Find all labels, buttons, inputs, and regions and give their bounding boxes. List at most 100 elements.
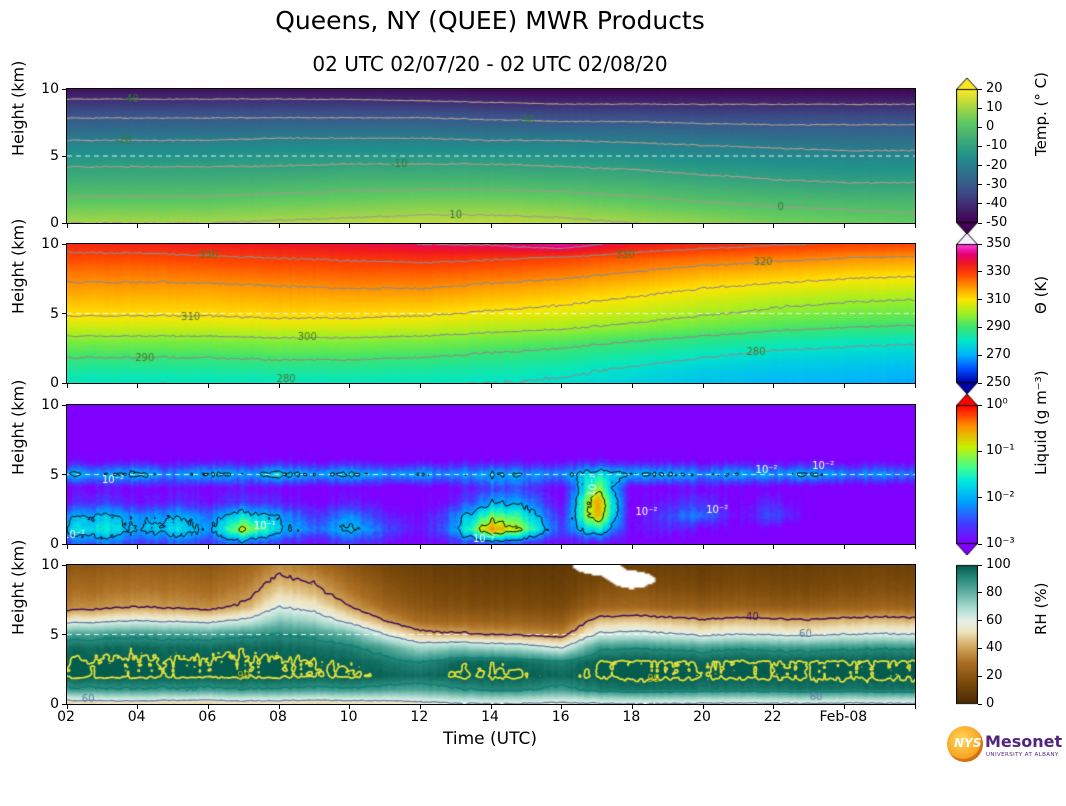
colorbar-tick-label: 10⁻²	[986, 489, 1015, 505]
x-tick	[419, 545, 421, 549]
colorbar-tick-label: -10	[986, 138, 1008, 154]
colorbar-tick-label: 0	[986, 119, 995, 135]
colorbar-tick-label: -20	[986, 157, 1008, 173]
y-tick-label: 0	[50, 375, 59, 391]
x-tick	[419, 224, 421, 228]
colorbar-tick	[978, 647, 982, 649]
x-tick-label: 08	[269, 709, 287, 725]
liquid-colorbar	[956, 393, 978, 556]
x-tick-label: 22	[763, 709, 782, 725]
x-tick	[207, 545, 209, 549]
colorbar-tick	[978, 222, 982, 224]
y-tick	[62, 243, 66, 245]
panel-relative-humidity: Height (km) RH (%) 100 80 60 40 20 0 0 5 10	[9, 539, 1050, 716]
x-tick	[349, 545, 351, 549]
colorbar-tick	[978, 703, 982, 705]
colorbar-tick	[978, 620, 982, 622]
logo-subtitle-text: UNIVERSITY AT ALBANY	[986, 752, 1059, 758]
y-tick	[62, 88, 66, 90]
colorbar-tick-label: 310	[986, 291, 1011, 307]
x-tick	[490, 705, 492, 709]
colorbar-tick	[978, 243, 982, 245]
x-tick	[702, 224, 704, 228]
colorbar-tick-label: 10⁻¹	[986, 443, 1015, 459]
x-tick	[137, 224, 139, 228]
theta-heatmap-canvas	[67, 244, 915, 383]
x-tick-label: 14	[481, 709, 499, 725]
colorbar-tick	[978, 675, 982, 677]
x-tick-label: 06	[198, 709, 217, 725]
x-tick	[137, 384, 139, 388]
y-tick-label: 5	[50, 305, 59, 322]
x-tick	[349, 384, 351, 388]
x-tick	[278, 224, 280, 228]
colorbar-tick-label: 290	[986, 319, 1011, 335]
colorbar-tick	[978, 404, 982, 406]
x-tick-label: 18	[622, 709, 641, 725]
x-tick	[843, 384, 845, 388]
mesonet-sun-icon	[947, 726, 983, 762]
x-tick	[773, 705, 775, 709]
x-tick	[702, 384, 704, 388]
colorbar-tick	[978, 145, 982, 147]
colorbar-tick-label: 0	[986, 696, 995, 711]
x-tick	[773, 545, 775, 549]
colorbar-tick-label: 10⁰	[986, 397, 1008, 412]
x-tick	[207, 224, 209, 228]
x-tick	[207, 705, 209, 709]
y-tick	[62, 382, 66, 384]
x-tick	[631, 384, 633, 388]
colorbar-tick-label: 60	[986, 612, 1003, 628]
y-tick-label: 5	[50, 626, 59, 643]
panel-liquid-water: Height (km) Liquid (g m⁻³) 10⁰ 10⁻¹ 10⁻² 10…	[9, 370, 1050, 556]
colorbar-tick-label: 350	[986, 236, 1011, 251]
liquid-heatmap-canvas	[67, 405, 915, 544]
colorbar-tick	[978, 107, 982, 109]
colorbar-tick-label: -40	[986, 195, 1008, 211]
colorbar-tick-label: -30	[986, 176, 1008, 192]
panel-temperature: Height (km) Temp. (° C) 20 10 0 -10 -20 -30 -4…	[9, 61, 1050, 235]
temperature-heatmap-canvas	[67, 89, 915, 223]
x-tick	[561, 384, 563, 388]
rh-heatmap-canvas	[67, 565, 915, 704]
colorbar-tick	[978, 326, 982, 328]
x-tick	[66, 384, 68, 388]
y-tick	[62, 474, 66, 475]
theta-colorbar	[956, 232, 978, 395]
colorbar-tick	[978, 88, 982, 90]
y-tick	[62, 155, 66, 157]
y-tick	[62, 404, 66, 406]
x-tick	[914, 384, 916, 388]
x-tick	[419, 384, 421, 388]
x-tick	[561, 545, 563, 549]
x-tick	[207, 384, 209, 388]
x-tick	[66, 705, 68, 709]
nys-mesonet-logo: NYS Mesonet UNIVERSITY AT ALBANY	[945, 722, 1063, 780]
colorbar-tick	[978, 592, 982, 594]
x-tick-label: Feb-08	[819, 709, 868, 725]
colorbar-tick-label: 20	[986, 668, 1003, 684]
x-tick	[137, 705, 139, 709]
y-tick	[62, 222, 66, 224]
x-tick	[349, 705, 351, 709]
x-tick	[278, 545, 280, 549]
x-tick	[914, 224, 916, 228]
y-tick-label: 10	[41, 557, 59, 573]
y-tick-label: 5	[50, 148, 59, 164]
y-tick	[62, 313, 66, 314]
x-tick	[843, 224, 845, 228]
x-tick-label: 20	[693, 709, 711, 725]
x-tick	[914, 705, 916, 709]
y-tick-label: 0	[50, 536, 59, 552]
colorbar-tick-label: 20	[986, 81, 1003, 96]
y-tick-label: 0	[50, 696, 59, 712]
y-tick	[62, 543, 66, 545]
colorbar-tick-label: 270	[986, 347, 1011, 363]
colorbar-tick	[978, 184, 982, 186]
x-tick	[631, 545, 633, 549]
x-tick-label: 02	[57, 709, 75, 725]
colorbar-tick-label: -50	[986, 215, 1008, 230]
x-tick	[773, 224, 775, 228]
colorbar-tick	[978, 203, 982, 205]
